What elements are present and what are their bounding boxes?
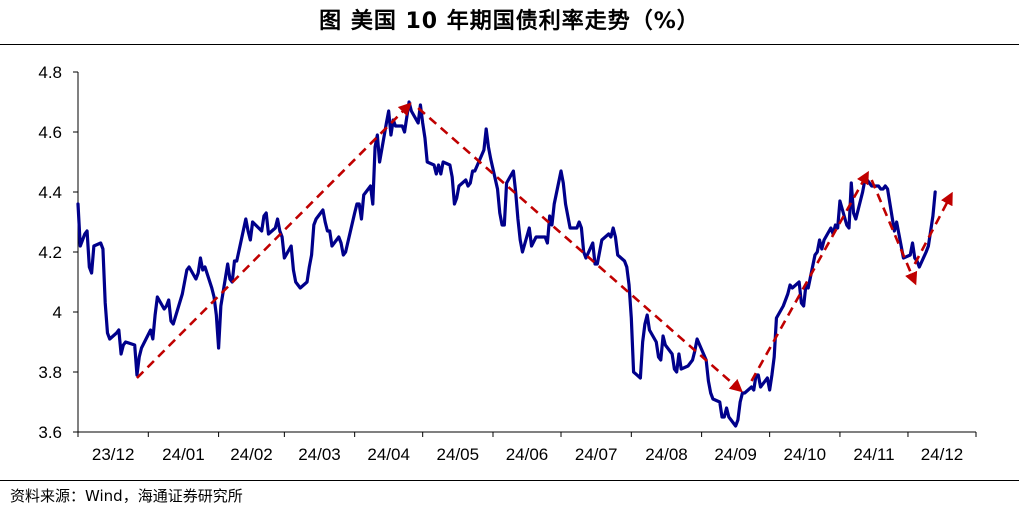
x-tick-label: 23/12 [92, 445, 135, 464]
series-line-0 [76, 100, 937, 428]
top-divider [0, 44, 1019, 45]
x-axis-ticks: 23/12 24/01 24/02 24/03 24/04 24/05 24/06 24/07… [77, 432, 977, 464]
source-note: 资料来源：Wind，海通证券研究所 [10, 487, 243, 505]
x-tick-label: 24/03 [298, 445, 341, 464]
x-tick-label: 24/09 [714, 445, 757, 464]
y-tick-label: 4.8 [38, 63, 62, 82]
trend-arrows-layer [136, 102, 953, 393]
x-tick-label: 24/02 [230, 445, 273, 464]
y-tick-label: 4.6 [38, 123, 62, 142]
trend-arrow-1 [417, 107, 743, 393]
x-tick-label: 24/11 [853, 445, 894, 464]
trend-arrow-3 [870, 179, 918, 286]
x-tick-label: 24/10 [784, 445, 827, 464]
y-axis-ticks: 3.6 3.8 4 4.2 4.4 4.6 4.8 [38, 63, 78, 442]
trend-arrow-0 [136, 102, 412, 379]
bottom-divider [0, 480, 1019, 481]
trend-arrow-4 [913, 191, 953, 265]
y-tick-label: 4.4 [38, 183, 62, 202]
x-tick-label: 24/04 [367, 445, 410, 464]
x-tick-label: 24/06 [506, 445, 549, 464]
axes [77, 72, 976, 433]
x-tick-label: 24/05 [437, 445, 480, 464]
y-tick-label: 3.8 [38, 363, 62, 382]
series-layer [76, 100, 937, 428]
x-tick-label: 24/07 [575, 445, 618, 464]
trend-arrow-2 [750, 170, 869, 382]
chart-title: 图 美国 10 年期国债利率走势（%） [319, 9, 700, 34]
yield-line-chart: 3.6 3.8 4 4.2 4.4 4.6 4.8 23/12 24/01 24/02 24/03… [38, 63, 977, 464]
y-tick-label: 4 [53, 303, 62, 322]
y-tick-label: 3.6 [38, 423, 62, 442]
x-tick-label: 24/12 [921, 445, 964, 464]
y-tick-label: 4.2 [38, 243, 62, 262]
x-tick-label: 24/08 [645, 445, 688, 464]
x-tick-label: 24/01 [162, 445, 205, 464]
